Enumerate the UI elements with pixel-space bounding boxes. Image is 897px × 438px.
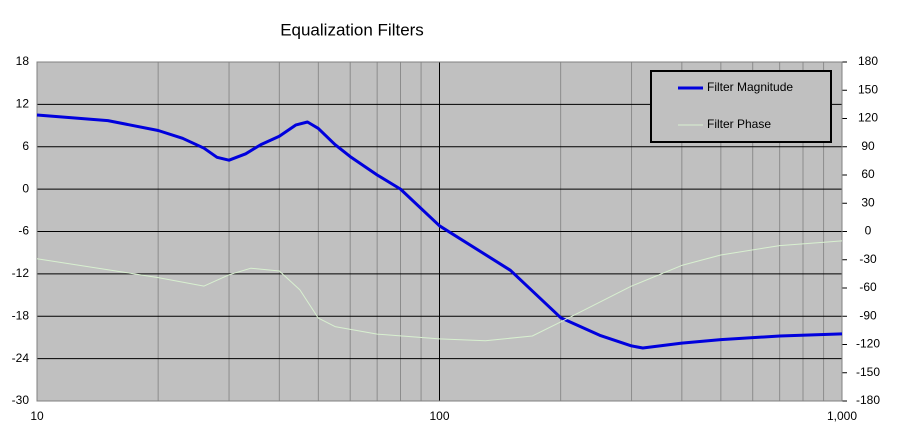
y2-tick-label: -90: [859, 308, 877, 322]
y-tick-label: 0: [22, 181, 29, 195]
y2-tick-label: -60: [859, 280, 877, 294]
x-tick-label: 100: [429, 409, 449, 423]
y2-tick-label: 60: [861, 167, 875, 181]
y-tick-label: -6: [18, 224, 29, 238]
x-tick-label: 1,000: [827, 409, 857, 423]
chart-title: Equalization Filters: [280, 20, 424, 39]
y-tick-label: -18: [12, 308, 30, 322]
y2-tick-label: 150: [858, 82, 878, 96]
y-tick-label: -30: [12, 393, 30, 407]
y2-tick-label: 180: [858, 54, 878, 68]
y2-tick-label: 30: [861, 195, 875, 209]
y-tick-label: 18: [16, 54, 30, 68]
legend-label: Filter Magnitude: [707, 80, 793, 94]
y2-tick-label: 0: [865, 224, 872, 238]
y2-tick-label: 90: [861, 139, 875, 153]
y-tick-label: -24: [12, 351, 30, 365]
y-tick-label: 12: [16, 97, 30, 111]
y2-tick-label: 120: [858, 111, 878, 125]
y-tick-label: 6: [22, 139, 29, 153]
legend-label: Filter Phase: [707, 117, 771, 131]
y2-tick-label: -150: [856, 365, 880, 379]
y2-tick-label: -120: [856, 337, 880, 351]
y2-tick-label: -180: [856, 393, 880, 407]
plot-border: [36, 61, 843, 402]
x-tick-label: 10: [30, 409, 44, 423]
series-line: [36, 113, 843, 350]
y-tick-label: -12: [12, 266, 30, 280]
y2-tick-label: -30: [859, 252, 877, 266]
legend: [650, 70, 832, 143]
series-line: [36, 240, 843, 342]
